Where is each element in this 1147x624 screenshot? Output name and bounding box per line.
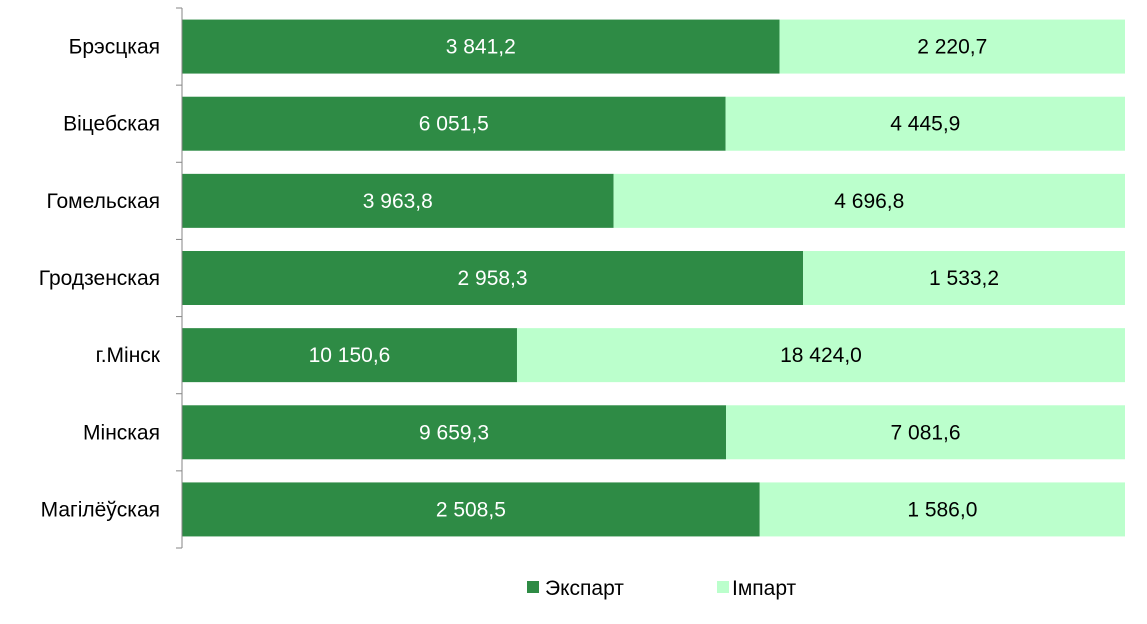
bar-export-6 (182, 482, 760, 537)
legend-label-import: Імпарт (732, 577, 797, 600)
legend: Экспарт Імпарт (527, 577, 797, 600)
bar-import-1 (725, 96, 1125, 151)
data-label-export-6: 2 508,5 (436, 498, 506, 521)
bar-import-2 (613, 173, 1125, 228)
data-label-import-4: 18 424,0 (780, 344, 862, 367)
bar-export-2 (182, 173, 614, 228)
category-label-5: Мінская (83, 421, 160, 444)
bar-export-5 (182, 405, 727, 460)
data-label-export-0: 3 841,2 (446, 36, 516, 59)
legend-swatch-import (717, 581, 729, 593)
data-label-export-4: 10 150,6 (309, 344, 391, 367)
data-label-export-1: 6 051,5 (419, 113, 489, 136)
data-label-export-3: 2 958,3 (458, 267, 528, 290)
bar-import-3 (803, 251, 1125, 305)
category-label-1: Віцебская (63, 113, 160, 136)
bar-import-0 (779, 19, 1125, 74)
bar-import-6 (759, 482, 1125, 537)
data-label-import-5: 7 081,6 (891, 421, 961, 444)
bar-export-1 (182, 96, 726, 151)
category-label-4: г.Мінск (96, 344, 161, 367)
data-label-import-2: 4 696,8 (834, 190, 904, 213)
bar-export-4 (182, 328, 517, 383)
bar-export-0 (182, 19, 780, 74)
data-label-import-6: 1 586,0 (907, 498, 977, 521)
category-label-3: Гродзенская (39, 267, 160, 290)
data-label-export-5: 9 659,3 (419, 421, 489, 444)
data-label-export-2: 3 963,8 (363, 190, 433, 213)
data-label-import-1: 4 445,9 (890, 113, 960, 136)
legend-label-export: Экспарт (545, 577, 624, 600)
bar-import-4 (516, 328, 1125, 383)
category-label-2: Гомельская (47, 190, 160, 213)
bar-import-5 (726, 405, 1125, 460)
bar-export-3 (182, 251, 804, 305)
category-label-0: Брэсцкая (69, 36, 160, 59)
category-labels: Брэсцкая Віцебская Гомельская Гродзенская г.… (39, 36, 161, 522)
data-label-import-0: 2 220,7 (917, 36, 987, 59)
bars-group: 3 841,2 2 220,7 6 051,5 4 445,9 3 963,8 4 696… (182, 19, 1125, 537)
legend-swatch-export (527, 581, 539, 593)
data-label-import-3: 1 533,2 (929, 267, 999, 290)
category-label-6: Магілёўская (41, 498, 160, 521)
category-axis (176, 7, 183, 549)
